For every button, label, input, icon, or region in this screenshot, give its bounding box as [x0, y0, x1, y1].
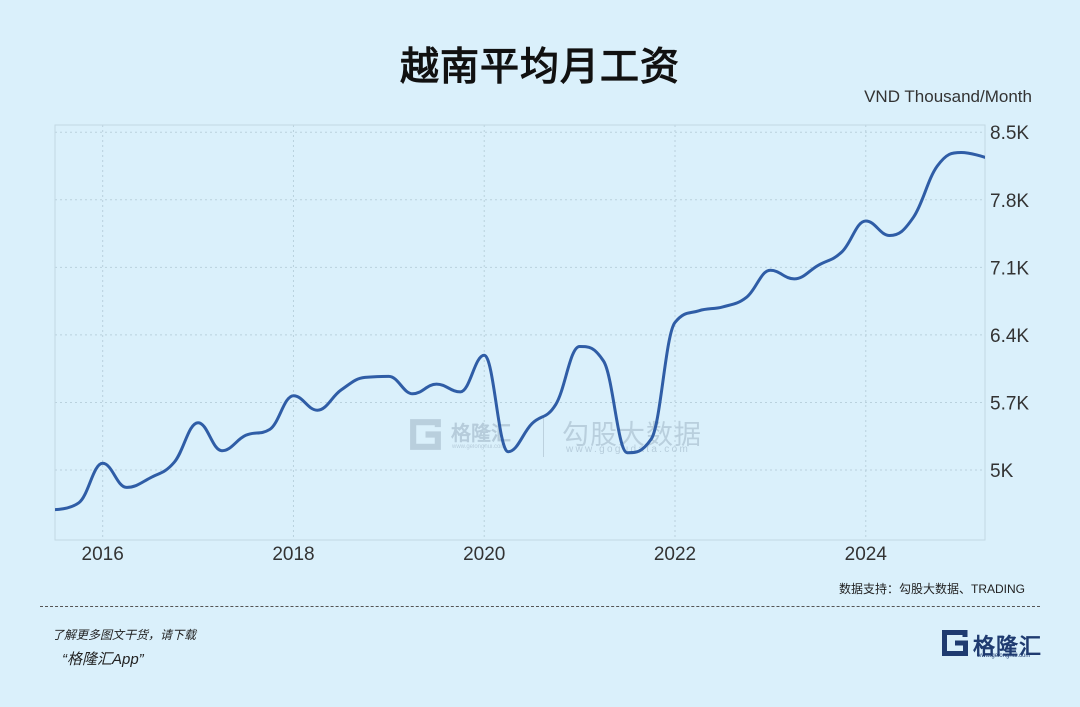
- series-group: [53, 151, 987, 512]
- data-point: [458, 390, 462, 394]
- data-point: [888, 234, 892, 238]
- data-point: [745, 295, 749, 299]
- data-point: [244, 433, 248, 437]
- y-tick-label: 7.1K: [990, 258, 1029, 279]
- data-point: [816, 263, 820, 267]
- data-point: [602, 359, 606, 363]
- data-point: [315, 408, 319, 412]
- data-source-note: 数据支持：勾股大数据、TRADING: [839, 582, 1026, 596]
- watermark-url-gelonghui: www.gelonghui.com: [452, 444, 506, 450]
- data-point: [411, 392, 415, 396]
- data-point: [864, 219, 868, 223]
- y-tick-label: 6.4K: [990, 326, 1029, 347]
- data-point: [578, 345, 582, 349]
- data-point: [196, 421, 200, 425]
- data-point: [768, 268, 772, 272]
- data-point: [649, 437, 653, 441]
- watermark-g-logo-icon: [410, 419, 441, 450]
- y-axis-unit-label: VND Thousand/Month: [864, 87, 1032, 106]
- data-point: [125, 485, 129, 489]
- gridlines: [55, 125, 985, 540]
- data-point: [148, 476, 152, 480]
- footer-download-prompt: 了解更多图文干货，请下载: [52, 628, 197, 642]
- y-tick-label: 5K: [990, 461, 1014, 482]
- data-point: [792, 277, 796, 281]
- data-point: [482, 353, 486, 357]
- data-point: [697, 309, 701, 313]
- logo-brand-name: 格隆汇: [973, 634, 1043, 659]
- data-point: [912, 215, 916, 219]
- chart-title: 越南平均月工资: [399, 46, 680, 89]
- data-point: [625, 451, 629, 455]
- data-point: [53, 508, 57, 512]
- footer-app-name: “格隆汇App”: [62, 651, 144, 668]
- data-point: [554, 402, 558, 406]
- data-point: [983, 155, 987, 159]
- data-point: [506, 450, 510, 454]
- y-axis: 8.5K 7.8K 7.1K 6.4K 5.7K 5K: [990, 123, 1029, 482]
- y-tick-label: 5.7K: [990, 393, 1029, 414]
- x-tick-label: 2022: [654, 544, 696, 565]
- data-point: [101, 461, 105, 465]
- x-tick-label: 2018: [272, 544, 314, 565]
- y-tick-label: 7.8K: [990, 191, 1029, 212]
- series-line: [55, 151, 985, 512]
- data-point: [530, 422, 534, 426]
- data-point: [935, 164, 939, 168]
- watermark-brand-gelonghui: 格隆汇: [451, 423, 511, 445]
- data-point: [77, 501, 81, 505]
- plot-frame: [54, 124, 986, 541]
- data-point: [435, 382, 439, 386]
- x-axis: 2016 2018 2020 2022 2024: [82, 544, 888, 565]
- footer-divider: [40, 606, 1040, 607]
- data-point: [387, 374, 391, 378]
- data-point: [840, 250, 844, 254]
- watermark-brand-gogudata: 勾股大数据: [562, 420, 702, 450]
- x-tick-label: 2024: [845, 544, 888, 565]
- data-point: [339, 388, 343, 392]
- y-tick-label: 8.5K: [990, 123, 1029, 144]
- data-point: [363, 375, 367, 379]
- watermark-divider: [543, 417, 544, 457]
- logo-url: www.gelonghui.com: [977, 653, 1031, 659]
- data-point: [673, 320, 677, 324]
- data-point: [172, 460, 176, 464]
- data-point: [959, 151, 963, 155]
- data-point: [220, 449, 224, 453]
- x-tick-label: 2016: [82, 544, 124, 565]
- gelonghui-logo-icon: [942, 630, 968, 656]
- data-point: [721, 305, 725, 309]
- watermark-url-gogudata: www.gogudata.com: [566, 444, 691, 455]
- x-tick-label: 2020: [463, 544, 505, 565]
- data-point: [268, 428, 272, 432]
- data-point: [292, 394, 296, 398]
